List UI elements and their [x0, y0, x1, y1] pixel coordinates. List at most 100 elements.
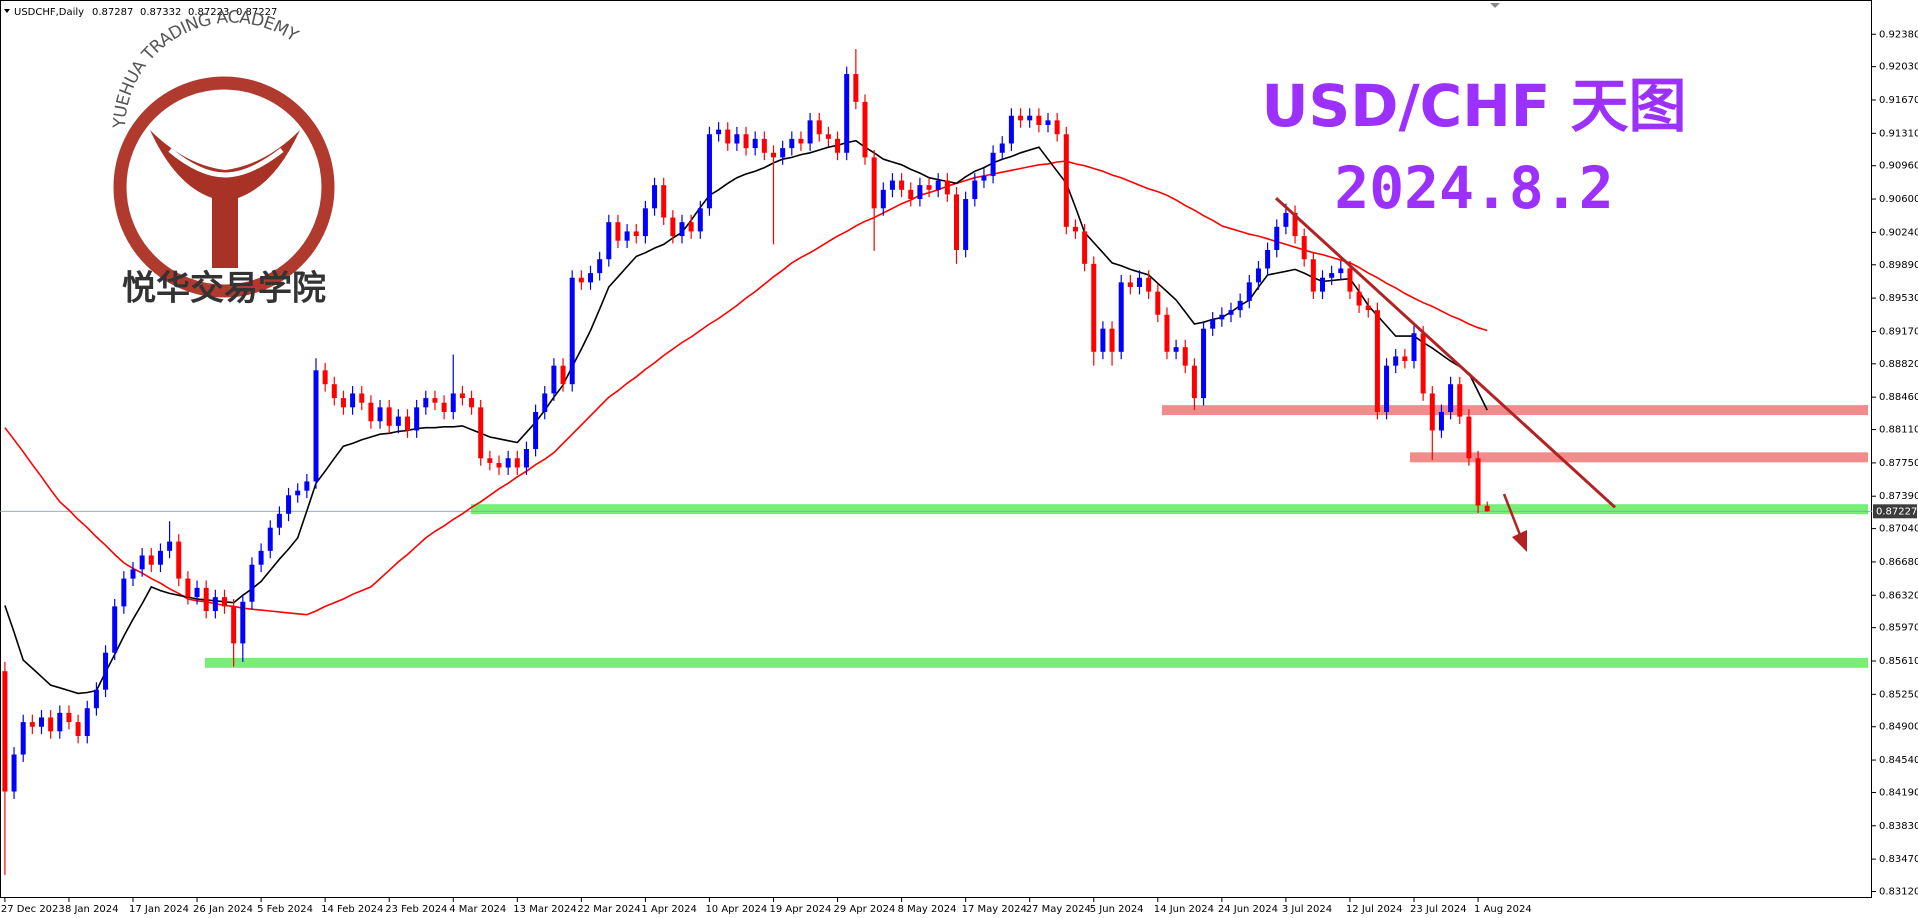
candle-body — [386, 407, 392, 426]
y-tick-label: 0.86680 — [1879, 557, 1918, 568]
candle-body — [267, 527, 273, 551]
candle-body — [1045, 120, 1051, 125]
candle-body — [1201, 328, 1207, 399]
candle-body — [1374, 310, 1380, 412]
candle-body — [725, 129, 731, 144]
logo-mark-line — [168, 148, 284, 178]
y-tick-label: 0.85250 — [1879, 689, 1918, 700]
candle-body — [1320, 277, 1325, 292]
candle-body — [20, 722, 26, 755]
candle-body — [459, 393, 465, 399]
candle-body — [1164, 314, 1170, 352]
candle-body — [1265, 249, 1271, 269]
y-tick-label: 0.87040 — [1879, 524, 1918, 535]
candle-body — [1411, 333, 1417, 362]
x-tick-label: 12 Jul 2024 — [1346, 904, 1403, 915]
y-tick-label: 0.92030 — [1879, 62, 1918, 73]
candle-body — [1384, 365, 1390, 412]
ohlc-high: 0.87332 — [140, 7, 181, 18]
candle-body — [588, 273, 593, 283]
candle-body — [908, 189, 914, 200]
y-tick-label: 0.83470 — [1879, 854, 1918, 865]
x-tick-label: 17 May 2024 — [962, 904, 1027, 915]
candle-body — [157, 550, 163, 565]
candle-body — [1274, 226, 1280, 250]
candle-body — [212, 597, 218, 612]
candle-body — [93, 689, 99, 709]
candle-body — [1118, 282, 1124, 352]
candle-body — [642, 208, 648, 237]
candle-body — [670, 217, 676, 237]
candle-body — [1237, 300, 1243, 311]
candle-body — [350, 393, 356, 408]
candle-body — [148, 555, 154, 565]
candle-body — [505, 458, 511, 468]
candle-body — [981, 175, 987, 181]
arrow-shaft — [1502, 493, 1524, 541]
x-tick-label: 10 Apr 2024 — [705, 904, 767, 915]
y-tick-label: 0.88110 — [1879, 425, 1918, 436]
candle-body — [1365, 305, 1371, 311]
candle-body — [368, 402, 374, 422]
candle-body — [75, 722, 81, 736]
price-label-box — [1873, 504, 1917, 519]
candle-body — [661, 185, 667, 218]
candle-body — [780, 148, 786, 158]
candle-body — [825, 134, 831, 139]
candle-body — [1018, 115, 1024, 121]
candle-body — [66, 712, 72, 723]
x-tick-label: 29 Apr 2024 — [834, 904, 896, 915]
candle-body — [313, 370, 319, 482]
candle-body — [48, 717, 54, 732]
candle-body — [1292, 212, 1298, 237]
candle-body — [1036, 115, 1042, 125]
candle-body — [761, 138, 767, 153]
candle-body — [1219, 314, 1225, 320]
candle-body — [542, 393, 548, 412]
candle-body — [1210, 319, 1216, 329]
candle-body — [926, 185, 932, 190]
candle-body — [1356, 291, 1362, 306]
x-tick-label: 17 Jan 2024 — [129, 904, 189, 915]
candle-body — [1137, 277, 1142, 287]
support-resistance-zone — [1410, 452, 1868, 463]
y-tick-label: 0.89170 — [1879, 326, 1918, 337]
candle-body — [807, 120, 813, 144]
support-resistance-zone — [471, 504, 1868, 515]
candle-body — [478, 407, 484, 459]
candle-body — [1329, 273, 1335, 278]
x-tick-label: 13 Mar 2024 — [513, 904, 576, 915]
candle-body — [331, 384, 337, 399]
candle-body — [432, 398, 438, 403]
candle-body — [963, 199, 969, 250]
candle-body — [935, 180, 941, 190]
candle-body — [295, 490, 301, 496]
candle-body — [844, 74, 850, 153]
candle-body — [853, 74, 859, 102]
y-tick-label: 0.91670 — [1879, 95, 1918, 106]
header-arrow — [4, 9, 10, 13]
candle-body — [112, 606, 118, 653]
candle-body — [1338, 268, 1344, 274]
candle-body — [1246, 282, 1252, 301]
candle-body — [1301, 236, 1307, 260]
y-tick-label: 0.91310 — [1879, 128, 1918, 139]
candle-body — [990, 152, 996, 176]
candle-body — [1191, 365, 1197, 399]
candle-body — [1347, 268, 1353, 292]
candle-body — [304, 481, 310, 491]
candle-body — [734, 134, 740, 144]
moving-average — [4, 160, 1488, 616]
plot — [0, 49, 1872, 875]
candle-body — [624, 231, 630, 241]
candle-body — [716, 129, 722, 135]
candle-body — [944, 180, 950, 195]
candle-body — [222, 597, 227, 607]
candle-body — [917, 185, 923, 200]
y-tick-label: 0.84190 — [1879, 787, 1918, 798]
candle-body — [1228, 310, 1234, 315]
candle-body — [954, 194, 959, 250]
candle-body — [1393, 356, 1399, 366]
x-tick-label: 1 Aug 2024 — [1474, 904, 1532, 915]
candle-body — [121, 578, 127, 607]
